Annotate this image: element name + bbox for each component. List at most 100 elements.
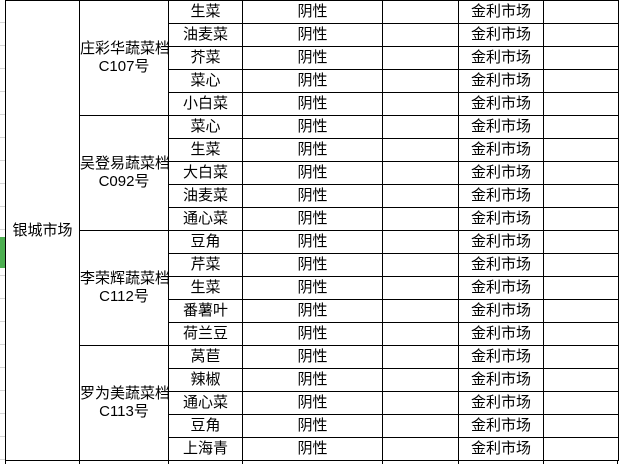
cell-destination-market[interactable]: 金利市场 (458, 23, 544, 47)
cell-vegetable[interactable]: 通心菜 (168, 207, 243, 231)
cell-vendor-stall[interactable]: 李荣辉蔬菜档 C112号 (79, 230, 169, 346)
cell-test-result[interactable]: 阴性 (242, 69, 383, 93)
cell-empty[interactable] (382, 161, 459, 185)
cell-destination-market[interactable]: 金利市场 (458, 299, 544, 323)
cell-test-result[interactable]: 阴性 (242, 276, 383, 300)
cell-empty[interactable] (543, 23, 619, 47)
cell-empty[interactable] (382, 253, 459, 277)
cell-vegetable[interactable]: 小白菜 (168, 92, 243, 116)
cell-empty[interactable] (382, 0, 459, 24)
cell-empty[interactable] (382, 299, 459, 323)
cell-vegetable[interactable]: 豆角 (168, 414, 243, 438)
cell-empty[interactable] (543, 276, 619, 300)
cell-empty[interactable] (382, 184, 459, 208)
cell-test-result[interactable]: 阴性 (242, 92, 383, 116)
cell-test-result[interactable]: 阴性 (242, 184, 383, 208)
cell-empty[interactable] (543, 207, 619, 231)
cell-destination-market[interactable]: 金利市场 (458, 207, 544, 231)
cell-vegetable[interactable]: 通心菜 (168, 391, 243, 415)
cell-vegetable[interactable]: 菜心 (168, 69, 243, 93)
cell-empty[interactable] (382, 276, 459, 300)
cell-destination-market[interactable]: 金利市场 (458, 322, 544, 346)
cell-empty[interactable] (543, 414, 619, 438)
cell-vegetable[interactable]: 芥菜 (168, 46, 243, 70)
cell-test-result[interactable]: 阴性 (242, 345, 383, 369)
cell-destination-market[interactable]: 金利市场 (458, 184, 544, 208)
cell-destination-market[interactable]: 金利市场 (458, 230, 544, 254)
cell-empty[interactable] (382, 69, 459, 93)
cell-test-result[interactable]: 阴性 (242, 230, 383, 254)
cell-destination-market[interactable]: 金利市场 (458, 0, 544, 24)
cell-destination-market[interactable]: 金利市场 (458, 161, 544, 185)
cell-vegetable[interactable]: 荷兰豆 (168, 322, 243, 346)
cell-test-result[interactable]: 阴性 (242, 23, 383, 47)
cell-empty[interactable] (543, 437, 619, 461)
cell-destination-market[interactable]: 金利市场 (458, 345, 544, 369)
cell-empty[interactable] (543, 138, 619, 162)
cell-empty[interactable] (382, 414, 459, 438)
cell-vegetable[interactable]: 油麦菜 (168, 184, 243, 208)
cell-destination-market[interactable]: 金利市场 (458, 138, 544, 162)
cell-empty[interactable] (543, 391, 619, 415)
cell-destination-market[interactable]: 金利市场 (458, 46, 544, 70)
cell-vendor-stall[interactable]: 庄彩华蔬菜档 C107号 (79, 0, 169, 116)
cell-empty[interactable] (543, 322, 619, 346)
cell-destination-market[interactable]: 金利市场 (458, 368, 544, 392)
cell-vegetable[interactable]: 豆角 (168, 230, 243, 254)
cell-test-result[interactable]: 阴性 (242, 414, 383, 438)
cell-vegetable[interactable]: 油麦菜 (168, 23, 243, 47)
cell-test-result[interactable]: 阴性 (242, 138, 383, 162)
cell-destination-market[interactable]: 金利市场 (458, 414, 544, 438)
cell-vegetable[interactable]: 生菜 (168, 138, 243, 162)
cell-test-result[interactable]: 阴性 (242, 391, 383, 415)
cell-vegetable[interactable]: 生菜 (168, 276, 243, 300)
cell-empty[interactable] (543, 184, 619, 208)
cell-test-result[interactable]: 阴性 (242, 207, 383, 231)
cell-vegetable[interactable]: 大白菜 (168, 161, 243, 185)
cell-destination-market[interactable]: 金利市场 (458, 69, 544, 93)
cell-destination-market[interactable]: 金利市场 (458, 253, 544, 277)
cell-empty[interactable] (543, 161, 619, 185)
cell-vendor-stall[interactable]: 吴登易蔬菜档 C092号 (79, 115, 169, 231)
cell-vegetable[interactable]: 莴苣 (168, 345, 243, 369)
cell-empty[interactable] (382, 345, 459, 369)
cell-test-result[interactable]: 阴性 (242, 161, 383, 185)
cell-test-result[interactable]: 阴性 (242, 322, 383, 346)
cell-empty[interactable] (382, 368, 459, 392)
cell-empty[interactable] (382, 23, 459, 47)
cell-empty[interactable] (382, 230, 459, 254)
cell-test-result[interactable]: 阴性 (242, 368, 383, 392)
cell-empty[interactable] (543, 299, 619, 323)
cell-empty[interactable] (543, 115, 619, 139)
cell-vegetable[interactable]: 菜心 (168, 115, 243, 139)
cell-destination-market[interactable]: 金利市场 (458, 92, 544, 116)
cell-empty[interactable] (382, 207, 459, 231)
cell-test-result[interactable]: 阴性 (242, 46, 383, 70)
cell-empty[interactable] (543, 92, 619, 116)
cell-empty[interactable] (382, 92, 459, 116)
cell-test-result[interactable]: 阴性 (242, 299, 383, 323)
cell-destination-market[interactable]: 金利市场 (458, 391, 544, 415)
cell-empty[interactable] (382, 46, 459, 70)
cell-vegetable[interactable]: 生菜 (168, 0, 243, 24)
cell-empty[interactable] (543, 230, 619, 254)
cell-vegetable[interactable]: 辣椒 (168, 368, 243, 392)
cell-empty[interactable] (543, 368, 619, 392)
cell-vendor-stall[interactable]: 罗为美蔬菜档 C113号 (79, 345, 169, 461)
cell-destination-market[interactable]: 金利市场 (458, 276, 544, 300)
cell-destination-market[interactable]: 金利市场 (458, 437, 544, 461)
cell-test-result[interactable]: 阴性 (242, 437, 383, 461)
cell-vegetable[interactable]: 番薯叶 (168, 299, 243, 323)
cell-empty[interactable] (543, 46, 619, 70)
cell-vegetable[interactable]: 上海青 (168, 437, 243, 461)
cell-empty[interactable] (382, 115, 459, 139)
cell-empty[interactable] (382, 138, 459, 162)
cell-source-market[interactable]: 银城市场 (5, 0, 80, 461)
cell-empty[interactable] (543, 253, 619, 277)
cell-empty[interactable] (543, 69, 619, 93)
cell-empty[interactable] (382, 437, 459, 461)
cell-empty[interactable] (382, 322, 459, 346)
cell-empty[interactable] (543, 0, 619, 24)
cell-empty[interactable] (382, 391, 459, 415)
cell-empty[interactable] (543, 345, 619, 369)
